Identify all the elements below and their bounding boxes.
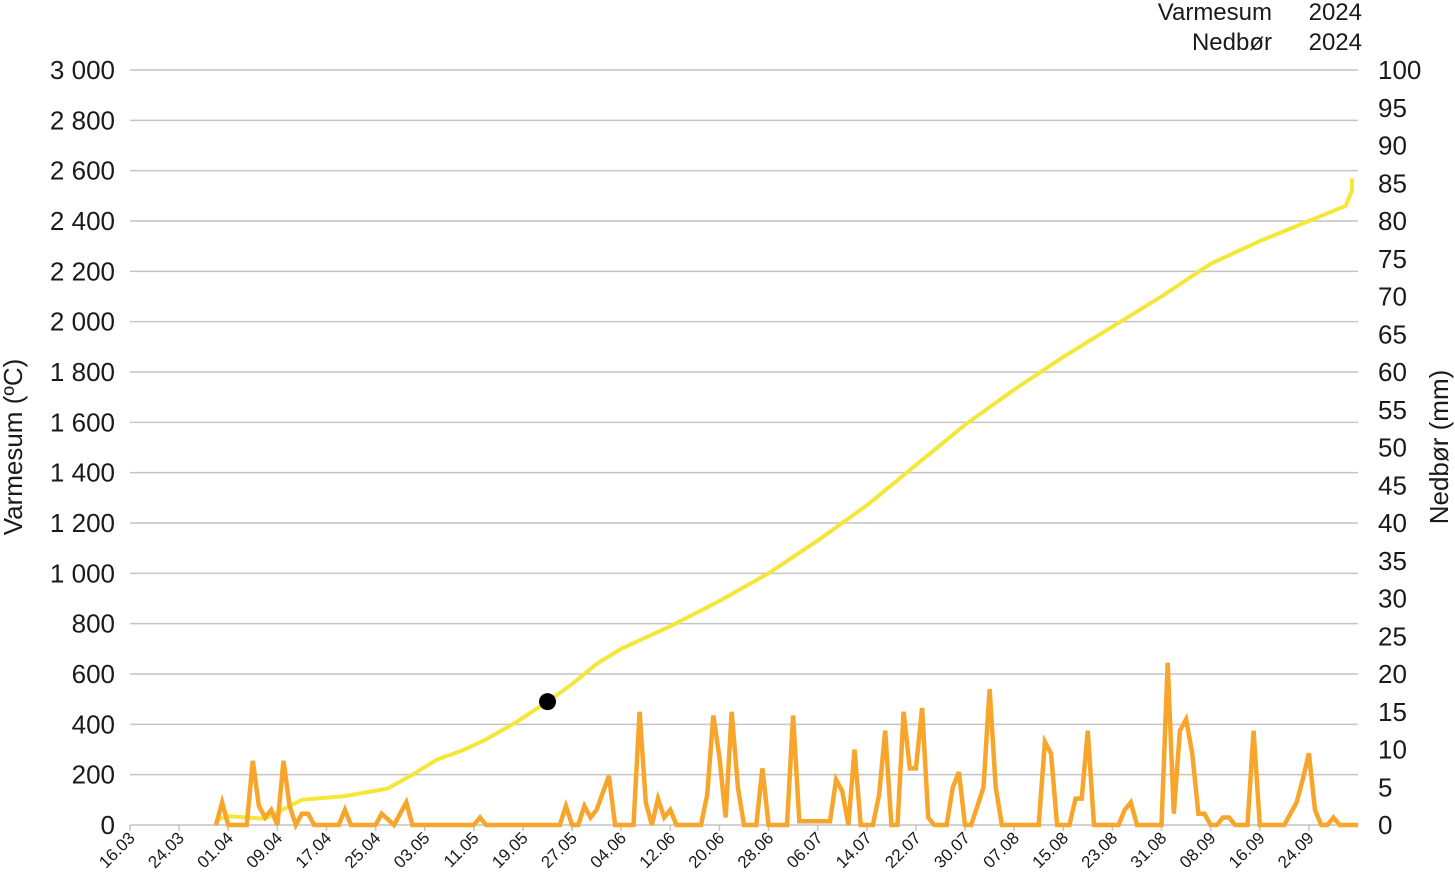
- y-left-tick-label: 600: [72, 659, 115, 689]
- x-tick-label: 06.07: [783, 828, 827, 872]
- y-left-tick-label: 200: [72, 760, 115, 790]
- y-right-tick-label: 5: [1378, 772, 1392, 802]
- x-tick-label: 15.08: [1029, 828, 1073, 872]
- y-right-tick-label: 75: [1378, 244, 1407, 274]
- y-right-tick-label: 15: [1378, 697, 1407, 727]
- y-right-ticks: 0 5 10 15 20 25 30 35 40 45 50 55 60 65 70 75 80 85 90 95 10…: [1378, 55, 1421, 840]
- x-tick-label: 30.07: [930, 828, 974, 872]
- y-right-tick-label: 0: [1378, 810, 1392, 840]
- y-right-tick-label: 20: [1378, 659, 1407, 689]
- x-tick-label: 16.09: [1225, 828, 1269, 872]
- y-left-tick-label: 1 600: [50, 407, 115, 437]
- y-left-tick-label: 2 600: [50, 156, 115, 186]
- y-right-tick-label: 10: [1378, 735, 1407, 765]
- y-left-tick-label: 1 400: [50, 458, 115, 488]
- x-tick-label: 01.04: [194, 828, 238, 872]
- series-line-nedb-r: [213, 662, 1358, 831]
- y-right-tick-label: 35: [1378, 546, 1407, 576]
- x-tick-label: 09.04: [243, 828, 287, 872]
- y-left-tick-label: 0: [101, 810, 115, 840]
- y-right-tick-label: 70: [1378, 282, 1407, 312]
- y-left-tick-label: 1 800: [50, 357, 115, 387]
- y-right-tick-label: 50: [1378, 433, 1407, 463]
- y-left-tick-label: 1 000: [50, 558, 115, 588]
- y-right-tick-label: 30: [1378, 584, 1407, 614]
- legend-year-nedbor: 2024: [1309, 29, 1362, 56]
- x-tick-label: 19.05: [488, 828, 532, 872]
- y-left-tick-label: 800: [72, 609, 115, 639]
- series-line-varmesum: [215, 178, 1354, 822]
- y-left-ticks: 0 200 400 600 800 1 000 1 200 1 400 1 600 1 800 2 …: [50, 55, 115, 840]
- x-tick-label: 11.05: [440, 828, 483, 871]
- varmesum-marker: [539, 693, 557, 711]
- x-tick-label: 28.06: [734, 828, 778, 872]
- y-right-tick-label: 95: [1378, 93, 1407, 123]
- x-tick-label: 24.03: [144, 828, 188, 872]
- y-left-tick-label: 2 000: [50, 307, 115, 337]
- x-tick-label: 04.06: [587, 828, 631, 872]
- x-tick-label: 27.05: [537, 828, 581, 872]
- x-tick-label: 20.06: [685, 828, 729, 872]
- y-right-tick-label: 55: [1378, 395, 1407, 425]
- y-right-tick-label: 85: [1378, 168, 1407, 198]
- x-tick-label: 17.04: [292, 828, 336, 872]
- y-left-tick-label: 2 800: [50, 105, 115, 135]
- y-right-tick-label: 45: [1378, 470, 1407, 500]
- y-left-tick-label: 3 000: [50, 55, 115, 85]
- y-left-axis-title: Varmesum (ºC): [0, 359, 28, 536]
- y-right-tick-label: 100: [1378, 55, 1421, 85]
- x-tick-label: 14.07: [832, 828, 876, 872]
- y-right-tick-label: 60: [1378, 357, 1407, 387]
- gridlines: [130, 69, 1358, 826]
- x-tick-label: 22.07: [881, 828, 925, 872]
- y-right-tick-label: 65: [1378, 319, 1407, 349]
- y-right-axis-title: Nedbør (mm): [1424, 370, 1454, 525]
- x-ticks: 16.03 24.03 01.04 09.04 17.04 25.04 03.05 11.05…: [95, 825, 1318, 872]
- x-tick-label: 31.08: [1127, 828, 1171, 872]
- y-left-tick-label: 2 200: [50, 256, 115, 286]
- x-tick-label: 25.04: [341, 828, 385, 872]
- x-tick-label: 08.09: [1176, 828, 1220, 872]
- legend-label-nedbor: Nedbør: [1192, 29, 1272, 56]
- y-left-tick-label: 2 400: [50, 206, 115, 236]
- legend-year-varmesum: 2024: [1309, 0, 1362, 26]
- x-tick-label: 03.05: [390, 828, 434, 872]
- x-tick-label: 23.08: [1078, 828, 1122, 872]
- x-tick-label: 24.09: [1274, 828, 1318, 872]
- legend: Varmesum 2024 Nedbør 2024: [1158, 0, 1362, 56]
- y-right-tick-label: 90: [1378, 131, 1407, 161]
- y-right-tick-label: 80: [1378, 206, 1407, 236]
- legend-label-varmesum: Varmesum: [1158, 0, 1272, 26]
- y-right-tick-label: 40: [1378, 508, 1407, 538]
- series-lines: [213, 178, 1358, 831]
- y-right-tick-label: 25: [1378, 621, 1407, 651]
- x-tick-label: 12.06: [636, 828, 680, 872]
- y-left-tick-label: 1 200: [50, 508, 115, 538]
- x-tick-label: 07.08: [979, 828, 1023, 872]
- y-left-tick-label: 400: [72, 709, 115, 739]
